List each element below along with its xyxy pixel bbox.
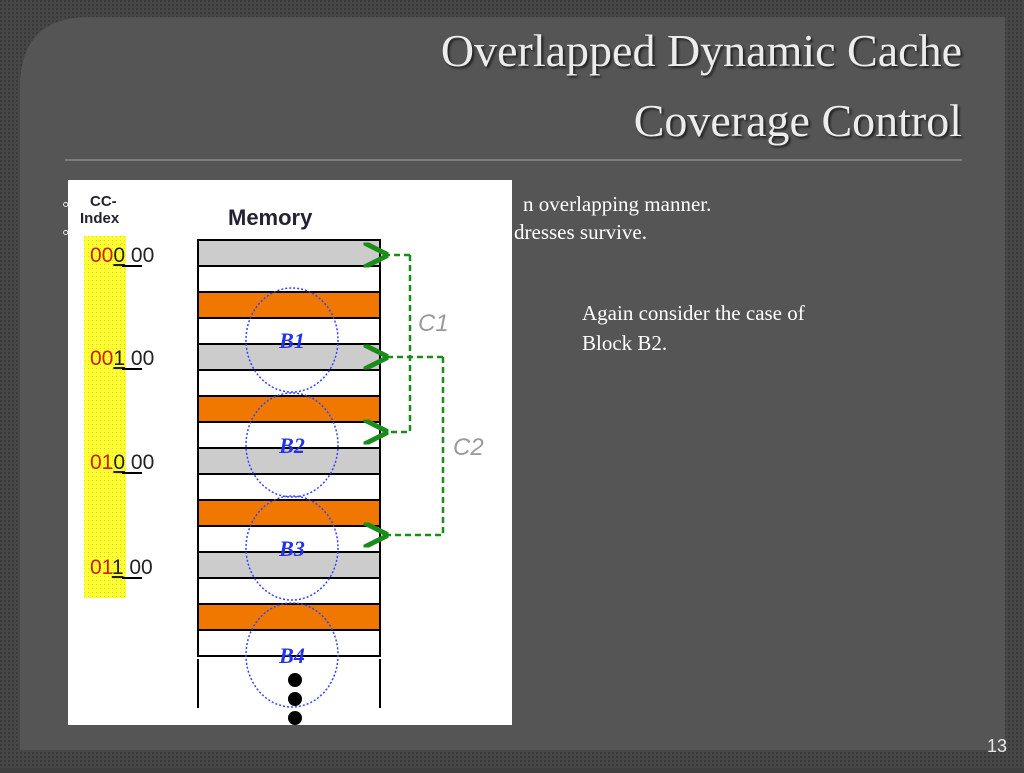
memory-row (197, 525, 381, 553)
address-bits: 00 (90, 244, 113, 267)
memory-row (197, 421, 381, 449)
bullet-marker: ◦ (62, 220, 69, 244)
coverage-arrow (386, 255, 412, 432)
address: 011 00 (90, 556, 153, 579)
address-offset: 00 (129, 556, 152, 579)
address-bit: 0 (113, 451, 125, 474)
note-line: Again consider the case of (582, 301, 805, 325)
memory-row (197, 395, 381, 423)
title-line: Overlapped Dynamic Cache (441, 25, 962, 76)
block-outline (245, 602, 339, 708)
memory-row (197, 291, 381, 319)
block-outline (245, 495, 339, 601)
note-line: Block B2. (582, 331, 667, 355)
address-offset: 00 (131, 244, 154, 267)
address-bit: 1 (112, 556, 124, 579)
index-header: CC- (90, 193, 117, 210)
ellipsis-dot (288, 673, 302, 687)
address-bits: 01 (90, 556, 113, 579)
index-header: Index (80, 210, 120, 227)
address-bit: 1 (113, 347, 125, 370)
memory-row (197, 551, 381, 579)
memory-header: Memory (228, 205, 313, 230)
memory-row (197, 447, 381, 475)
ellipsis-dot (288, 711, 302, 725)
title: Overlapped Dynamic Cache Coverage Contro… (441, 25, 962, 146)
memory-row (197, 629, 381, 657)
coverage-label: C1 (418, 310, 449, 337)
block-outline (245, 287, 339, 393)
memory-row (197, 239, 381, 267)
address-bit: 0 (113, 244, 125, 267)
address-bits: 00 (90, 347, 113, 370)
memory-row (197, 577, 381, 605)
bullet: n overlapping manner. (523, 192, 711, 216)
address: 010 00 (90, 451, 154, 474)
memory-row (197, 603, 381, 631)
memory-row (197, 499, 381, 527)
coverage-label: C2 (453, 434, 484, 461)
block-label: B2 (278, 433, 305, 458)
block-label: B1 (278, 328, 305, 353)
bullet: dresses survive. (514, 220, 647, 244)
address: 001 00 (90, 347, 154, 370)
ellipsis-dot (288, 692, 302, 706)
memory-row (197, 265, 381, 293)
block-label: B3 (278, 536, 305, 561)
memory-row (197, 317, 381, 345)
block-outline (245, 392, 339, 498)
bullet-marker: ◦ (62, 192, 69, 216)
address: 000 00 (90, 244, 154, 267)
address-offset: 00 (131, 451, 154, 474)
memory-row (197, 473, 381, 501)
page-number: 13 (987, 736, 1007, 756)
address-offset: 00 (131, 347, 154, 370)
block-label: B4 (278, 643, 305, 668)
coverage-arrow (386, 357, 445, 535)
address-bits: 01 (90, 451, 113, 474)
memory-row (197, 369, 381, 397)
title-line: Coverage Control (634, 95, 962, 146)
index-column (84, 236, 126, 598)
